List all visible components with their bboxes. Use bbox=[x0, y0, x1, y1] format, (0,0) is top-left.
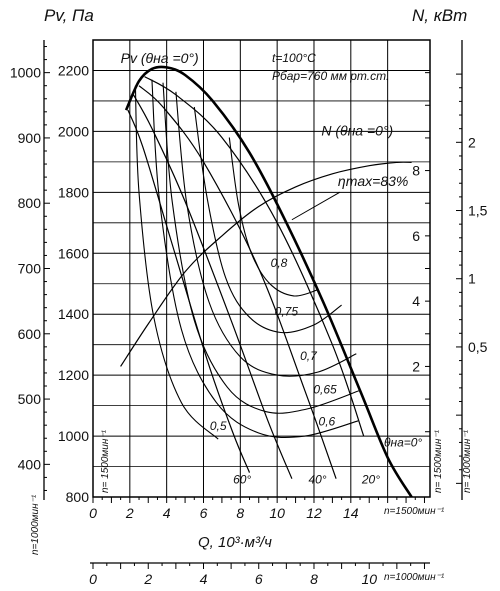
blade_angle-line bbox=[127, 109, 251, 473]
q-1000-tick-label: 2 bbox=[143, 571, 152, 587]
n-1500-tick-label: 6 bbox=[412, 228, 420, 244]
pv-1500-tick-label: 1200 bbox=[58, 367, 89, 383]
pv-1500-tick-label: 1800 bbox=[58, 184, 89, 200]
pv-1500-tick-label: 1600 bbox=[58, 245, 89, 261]
efficiency-label: 0,7 bbox=[300, 349, 318, 363]
q-1500-tick-label: 4 bbox=[163, 505, 171, 521]
n-1000-tick-label: 0,5 bbox=[468, 339, 488, 355]
blade-angle-label: 40° bbox=[308, 472, 326, 486]
pv-1000-side-label: n=1000мин⁻¹ bbox=[30, 494, 41, 555]
blade-angle-label: 60° bbox=[233, 472, 251, 486]
left-axis-title: Pv, Па bbox=[44, 6, 94, 25]
pv-1500-tick-label: 1400 bbox=[58, 306, 89, 322]
efficiency-label: 0,75 bbox=[275, 305, 299, 319]
blade_angle-line bbox=[132, 94, 293, 479]
pv-1000-tick-label: 800 bbox=[18, 195, 42, 211]
efficiency-label: 0,5 bbox=[210, 419, 227, 433]
pressure_envelope-line bbox=[124, 65, 413, 498]
efficiency-contour-line bbox=[175, 91, 357, 377]
pv-1500-tick-label: 800 bbox=[66, 489, 90, 505]
n-1000-side-label: n= 1000мин⁻¹ bbox=[462, 429, 473, 493]
pv-1500-tick-label: 2000 bbox=[58, 123, 89, 139]
q-1000-tick-label: 0 bbox=[89, 571, 97, 587]
efficiency-contour-line bbox=[162, 82, 361, 414]
n-1500-tick-label: 4 bbox=[412, 293, 420, 309]
efficiency-max-leader bbox=[291, 191, 341, 221]
efficiency-max-label: ηmax=83% bbox=[338, 173, 408, 189]
q-1500-tick-label: 10 bbox=[269, 505, 285, 521]
pv-1000-tick-label: 1000 bbox=[10, 65, 41, 81]
q-1000-tick-label: 8 bbox=[310, 571, 318, 587]
q-1500-tick-label: 2 bbox=[125, 505, 134, 521]
q-1500-tick-label: 14 bbox=[343, 505, 359, 521]
n-1000-tick-label: 2 bbox=[468, 134, 476, 150]
efficiency-contour-line bbox=[193, 106, 342, 334]
power-line bbox=[120, 161, 412, 367]
q-1500-tick-label: 0 bbox=[89, 505, 97, 521]
q-1000-tick-label: 10 bbox=[361, 571, 377, 587]
condition-temperature: t=100°C bbox=[272, 51, 316, 65]
q-1000-tick-label: 6 bbox=[255, 571, 263, 587]
pv-1000-tick-label: 500 bbox=[18, 391, 42, 407]
power-curve-label: N (θна =0°) bbox=[321, 122, 393, 138]
q-1000-tick-label: 4 bbox=[200, 571, 208, 587]
blade-angle-label: 20° bbox=[361, 472, 380, 486]
n-1500-tick-label: 2 bbox=[412, 358, 420, 374]
condition-pressure: Pбар=760 мм рт.ст. bbox=[272, 69, 389, 83]
pv-1500-tick-label: 2200 bbox=[58, 62, 89, 78]
blade-angle-label: θна=0° bbox=[384, 436, 422, 450]
efficiency-contour-line bbox=[134, 85, 219, 440]
q-1000-unit-label: n=1000мин⁻¹ bbox=[384, 572, 445, 583]
n-1000-tick-label: 1,5 bbox=[468, 203, 488, 219]
plot-frame bbox=[92, 39, 431, 498]
efficiency-contour-line bbox=[151, 79, 359, 439]
pv-1000-tick-label: 400 bbox=[18, 456, 42, 472]
q-1500-tick-label: 8 bbox=[236, 505, 244, 521]
pv-1000-tick-label: 700 bbox=[18, 261, 42, 277]
efficiency-label: 0,8 bbox=[271, 256, 288, 270]
n-1500-tick-label: 8 bbox=[412, 163, 420, 179]
q-1500-unit-label: n=1500мин⁻¹ bbox=[384, 506, 445, 517]
right-axis-title: N, кВт bbox=[412, 6, 467, 25]
blade_angle-line bbox=[144, 76, 365, 437]
x-axis-title: Q, 10³·м³/ч bbox=[198, 534, 272, 551]
pressure-curve-label: Pv (θна =0°) bbox=[121, 50, 199, 66]
efficiency-label: 0,6 bbox=[319, 414, 336, 428]
n-1000-tick-label: 1 bbox=[468, 271, 476, 287]
pv-1000-tick-label: 900 bbox=[18, 130, 42, 146]
pv-1500-tick-label: 1000 bbox=[58, 428, 89, 444]
efficiency-label: 0,65 bbox=[313, 382, 337, 396]
blade_angle-line bbox=[138, 85, 337, 479]
q-1500-tick-label: 6 bbox=[200, 505, 208, 521]
q-1500-tick-label: 12 bbox=[306, 505, 322, 521]
n-1500-side-label: n= 1500мин⁻¹ bbox=[433, 429, 444, 493]
pv-1000-tick-label: 600 bbox=[18, 326, 42, 342]
pv-1500-side-label: n= 1500мин⁻¹ bbox=[100, 429, 111, 493]
